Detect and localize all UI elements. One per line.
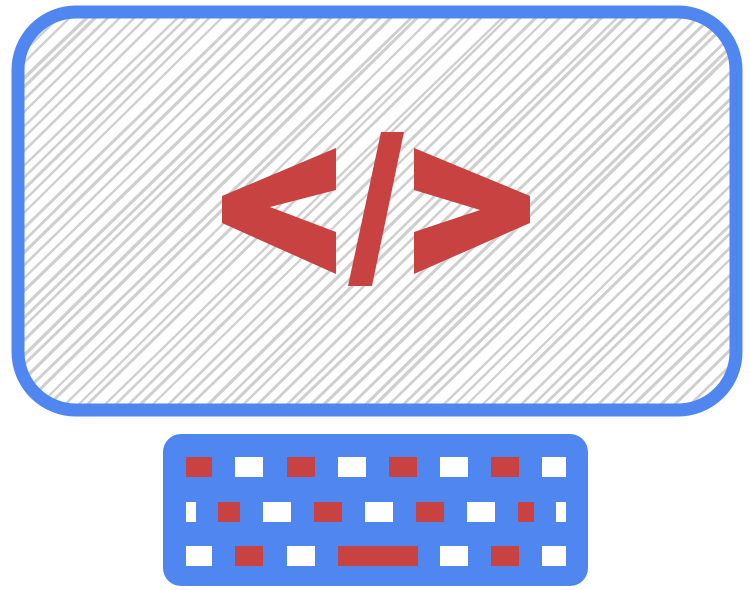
- hatch-stroke: [204, 16, 637, 406]
- hatch-stroke: [371, 16, 732, 406]
- hatch-stroke: [22, 16, 166, 406]
- hatch-stroke: [504, 16, 732, 406]
- hatch-stroke: [22, 16, 270, 406]
- hatch-stroke: [22, 16, 128, 406]
- keyboard-key: [235, 546, 263, 566]
- hatch-stroke: [173, 16, 612, 406]
- hatch-stroke: [22, 16, 154, 406]
- hatch-stroke: [22, 16, 327, 406]
- hatch-stroke: [397, 16, 732, 406]
- keyboard-key: [263, 502, 291, 522]
- hatch-stroke: [214, 16, 645, 406]
- code-brackets-icon: [222, 132, 530, 286]
- hatch-stroke: [22, 16, 387, 406]
- hatch-stroke: [226, 16, 657, 406]
- keyboard-key: [491, 546, 519, 566]
- hatch-stroke: [357, 16, 732, 406]
- hatch-stroke: [22, 16, 198, 406]
- keyboard-key: [440, 546, 468, 566]
- hatch-stroke: [22, 16, 116, 406]
- hatch-stroke: [22, 16, 219, 406]
- hatch-stroke: [22, 16, 375, 406]
- hatch-stroke: [616, 16, 732, 406]
- hatch-stroke: [135, 16, 567, 406]
- hatch-stroke: [22, 16, 361, 406]
- hatch-stroke: [465, 16, 732, 406]
- keyboard-key: [491, 457, 519, 477]
- greater-than-glyph: [414, 148, 530, 274]
- hatch-stroke: [22, 16, 284, 406]
- hatch-stroke: [565, 16, 732, 406]
- hatch-stroke: [450, 16, 732, 406]
- hatch-stroke: [22, 16, 261, 406]
- keyboard-key: [365, 502, 393, 522]
- hatch-stroke: [348, 16, 732, 406]
- keyboard-key: [338, 457, 366, 477]
- keyboard-key: [416, 502, 444, 522]
- hatch-stroke: [538, 16, 732, 406]
- hatch-stroke: [22, 16, 341, 406]
- hatch-stroke: [87, 16, 522, 406]
- monitor-frame: [11, 5, 743, 417]
- keyboard-key: [440, 457, 468, 477]
- hatch-stroke: [318, 16, 732, 406]
- hatch-stroke: [122, 16, 556, 406]
- hatch-stroke: [98, 16, 527, 406]
- keyboard-key: [186, 502, 196, 522]
- keyboard-keys: [186, 457, 566, 566]
- keyboard-key: [235, 457, 263, 477]
- hatch-stroke: [240, 16, 670, 406]
- keyboard-key: [186, 546, 212, 566]
- hatch-stroke: [22, 16, 297, 406]
- hatch-stroke: [22, 16, 108, 406]
- keyboard-key: [287, 546, 315, 566]
- hatch-stroke: [22, 16, 229, 406]
- keyboard-key: [186, 457, 212, 477]
- keyboard-key: [556, 502, 566, 522]
- keyboard-key: [389, 457, 417, 477]
- hatch-stroke: [552, 16, 732, 406]
- hatch-stroke: [22, 16, 206, 406]
- hatch-stroke: [581, 16, 732, 406]
- hatch-stroke: [190, 16, 622, 406]
- hatch-stroke: [22, 16, 411, 406]
- hatch-stroke: [22, 16, 242, 406]
- keyboard-key: [314, 502, 342, 522]
- slash-glyph: [348, 132, 404, 286]
- keyboard-key: [218, 502, 240, 522]
- hatch-stroke: [595, 16, 732, 406]
- screen-hatch-fill: [0, 0, 732, 420]
- hatch-stroke: [474, 16, 732, 406]
- less-than-glyph: [222, 148, 336, 274]
- keyboard-key: [518, 502, 534, 522]
- keyboard-key: [338, 546, 418, 566]
- hatch-stroke: [22, 16, 432, 406]
- hatch-stroke: [628, 16, 732, 406]
- keyboard-key: [467, 502, 495, 522]
- hatch-stroke: [22, 16, 351, 406]
- keyboard-key: [542, 457, 566, 477]
- hatch-stroke: [407, 16, 732, 406]
- hatch-stroke: [437, 16, 732, 406]
- hatch-stroke: [386, 16, 732, 406]
- hatch-stroke: [22, 16, 313, 406]
- hatch-stroke: [426, 16, 732, 406]
- hatch-stroke: [22, 16, 401, 406]
- hatch-stroke: [604, 16, 732, 406]
- hatch-stroke: [487, 16, 732, 406]
- keyboard-key: [542, 546, 566, 566]
- hatch-stroke: [111, 16, 540, 406]
- hatch-stroke: [254, 16, 687, 406]
- hatch-stroke: [22, 16, 179, 406]
- hatch-stroke: [22, 16, 140, 406]
- keyboard-key: [287, 457, 315, 477]
- hatch-stroke: [334, 16, 732, 406]
- hatch-stroke: [643, 16, 732, 406]
- hatch-stroke: [527, 16, 732, 406]
- hatch-stroke: [70, 16, 501, 406]
- hatch-stroke: [0, 0, 11, 420]
